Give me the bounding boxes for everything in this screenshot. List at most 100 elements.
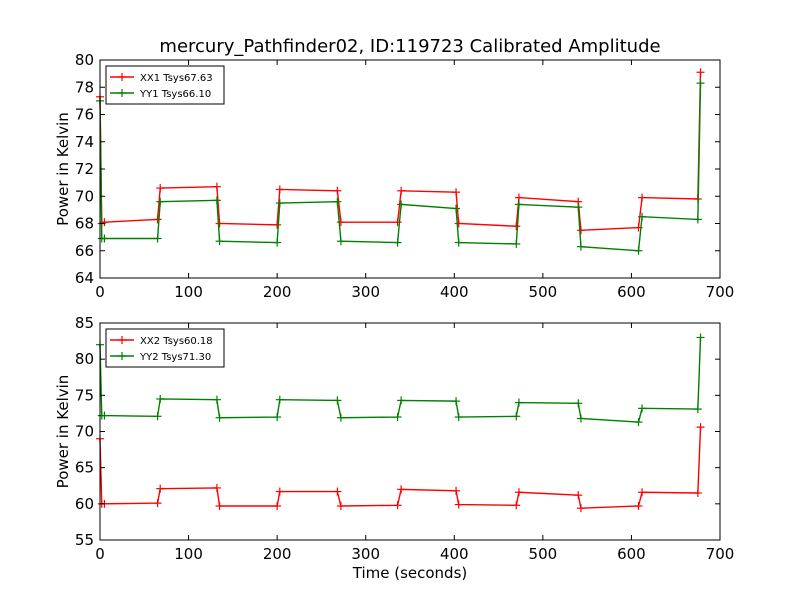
y-tick-label: 68 <box>75 215 94 233</box>
data-point <box>454 238 463 247</box>
data-point <box>693 488 702 497</box>
data-point <box>153 412 162 421</box>
y-tick-label: 70 <box>75 187 94 205</box>
legend: XX1 Tsys67.63 YY1 Tsys66.10 <box>105 65 225 105</box>
x-tick-label: 0 <box>95 545 105 563</box>
data-point <box>452 397 461 406</box>
data-point <box>275 185 284 194</box>
legend-box <box>105 65 225 105</box>
data-point <box>273 220 282 229</box>
y-tick-label: 75 <box>75 386 94 404</box>
data-point <box>452 204 461 213</box>
data-point <box>153 215 162 224</box>
data-point <box>156 394 165 403</box>
data-point <box>696 68 705 77</box>
x-tick-label: 300 <box>351 545 380 563</box>
data-point <box>212 196 221 205</box>
y-tick-label: 55 <box>75 531 94 549</box>
data-point <box>275 199 284 208</box>
data-point <box>212 395 221 404</box>
legend-box <box>105 328 225 368</box>
data-point <box>454 219 463 228</box>
x-tick-label: 100 <box>174 283 203 301</box>
x-tick-label: 100 <box>174 545 203 563</box>
chart-title: mercury_Pathfinder02, ID:119723 Calibrat… <box>159 36 660 57</box>
data-point <box>215 219 224 228</box>
y-axis-label: Power in Kelvin <box>54 112 72 226</box>
x-tick-label: 400 <box>440 283 469 301</box>
data-point <box>153 234 162 243</box>
data-point <box>215 413 224 422</box>
data-point <box>638 404 647 413</box>
data-point <box>512 239 521 248</box>
y-tick-label: 65 <box>75 459 94 477</box>
data-point <box>393 218 402 227</box>
data-point <box>574 491 583 500</box>
data-point <box>215 502 224 511</box>
data-point <box>397 396 406 405</box>
legend-item: XX1 Tsys67.63 <box>110 73 213 84</box>
data-point <box>393 501 402 510</box>
data-point <box>153 499 162 508</box>
x-axis-label: Time (seconds) <box>352 564 468 582</box>
legend-item: YY2 Tsys71.30 <box>110 352 211 363</box>
y-tick-label: 78 <box>75 78 94 96</box>
data-point <box>333 186 342 195</box>
y-tick-label: 60 <box>75 495 94 513</box>
data-point <box>273 413 282 422</box>
x-tick-label: 200 <box>263 545 292 563</box>
data-point <box>696 333 705 342</box>
x-tick-label: 500 <box>529 545 558 563</box>
legend-label: YY1 Tsys66.10 <box>139 89 211 100</box>
data-point <box>576 226 585 235</box>
data-point <box>696 423 705 432</box>
data-point <box>452 486 461 495</box>
data-point <box>576 242 585 251</box>
data-point <box>693 215 702 224</box>
data-point <box>574 399 583 408</box>
data-point <box>514 398 523 407</box>
y-tick-label: 74 <box>75 133 94 151</box>
data-point <box>100 234 109 243</box>
x-tick-label: 400 <box>440 545 469 563</box>
data-point <box>397 186 406 195</box>
data-point <box>393 238 402 247</box>
plot-panel-1: 0 100 200 300 400 500 600 700 64 66 68 70 72 74 76 78 80… <box>54 51 734 301</box>
data-point <box>336 413 345 422</box>
series-2 <box>96 79 705 255</box>
x-tick-label: 0 <box>95 283 105 301</box>
y-tick-label: 80 <box>75 350 94 368</box>
x-tick-label: 600 <box>617 283 646 301</box>
data-point <box>336 218 345 227</box>
legend-item: YY1 Tsys66.10 <box>110 89 211 100</box>
y-tick-label: 80 <box>75 51 94 69</box>
data-point <box>100 411 109 420</box>
data-point <box>638 488 647 497</box>
legend-label: XX2 Tsys60.18 <box>140 336 213 347</box>
data-point <box>333 396 342 405</box>
legend: XX2 Tsys60.18 YY2 Tsys71.30 <box>105 328 225 368</box>
data-point <box>454 413 463 422</box>
data-point <box>638 212 647 221</box>
data-point <box>333 197 342 206</box>
y-tick-label: 72 <box>75 160 94 178</box>
data-point <box>634 418 643 427</box>
y-tick-label: 66 <box>75 242 94 260</box>
data-point <box>512 412 521 421</box>
data-point <box>397 485 406 494</box>
data-point <box>397 200 406 209</box>
x-tick-label: 300 <box>351 283 380 301</box>
data-point <box>693 405 702 414</box>
x-tick-label: 700 <box>706 283 735 301</box>
data-point <box>212 182 221 191</box>
data-point <box>275 487 284 496</box>
data-point <box>156 484 165 493</box>
data-point <box>212 483 221 492</box>
series-2 <box>96 333 705 427</box>
plot-panel-2: 0 100 200 300 400 500 600 700 55 60 65 70 75 80 85 Powe… <box>54 314 734 582</box>
y-tick-label: 76 <box>75 106 94 124</box>
data-point <box>634 246 643 255</box>
legend-label: YY2 Tsys71.30 <box>139 352 211 363</box>
